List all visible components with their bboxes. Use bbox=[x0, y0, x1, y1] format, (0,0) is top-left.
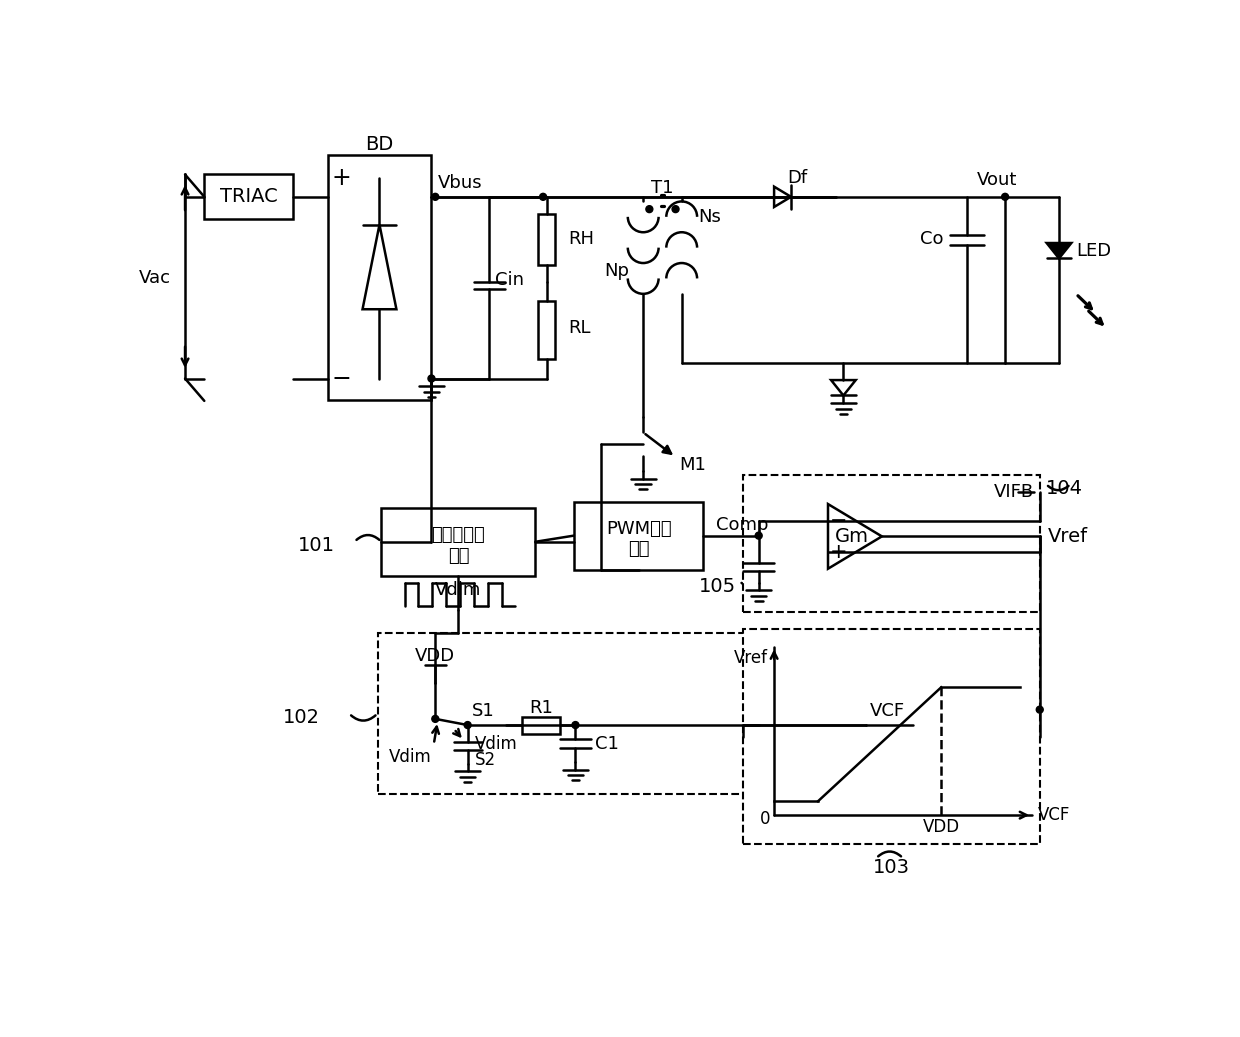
Text: S1: S1 bbox=[471, 702, 495, 720]
Text: RH: RH bbox=[568, 230, 594, 248]
FancyArrowPatch shape bbox=[351, 716, 376, 721]
Text: VDD: VDD bbox=[415, 647, 455, 665]
FancyArrowPatch shape bbox=[878, 851, 901, 857]
Circle shape bbox=[646, 205, 652, 213]
Polygon shape bbox=[1047, 243, 1071, 258]
Circle shape bbox=[672, 205, 680, 213]
Circle shape bbox=[1037, 706, 1043, 713]
Text: LED: LED bbox=[1076, 242, 1111, 259]
Bar bbox=[538, 301, 556, 359]
Bar bbox=[327, 156, 432, 400]
Circle shape bbox=[572, 722, 579, 729]
Text: VCF: VCF bbox=[1038, 806, 1070, 824]
Text: −: − bbox=[830, 511, 847, 531]
Text: VCF: VCF bbox=[870, 702, 905, 720]
Bar bbox=[743, 628, 1040, 844]
Polygon shape bbox=[774, 187, 791, 207]
Text: −: − bbox=[331, 366, 351, 391]
Text: C1: C1 bbox=[595, 735, 619, 753]
Bar bbox=[377, 633, 889, 794]
Text: Ns: Ns bbox=[698, 207, 722, 226]
Text: Co: Co bbox=[920, 230, 944, 248]
Text: Vout: Vout bbox=[977, 171, 1018, 189]
Text: PWM控制: PWM控制 bbox=[606, 520, 671, 538]
Text: Vac: Vac bbox=[139, 270, 171, 287]
FancyArrowPatch shape bbox=[356, 535, 379, 540]
Circle shape bbox=[464, 722, 471, 729]
Text: Vdim: Vdim bbox=[435, 581, 481, 598]
Bar bbox=[382, 508, 536, 576]
Text: 103: 103 bbox=[873, 858, 910, 877]
Text: TRIAC: TRIAC bbox=[219, 188, 278, 206]
Text: M1: M1 bbox=[680, 456, 707, 474]
Text: Vref: Vref bbox=[734, 649, 768, 667]
Bar bbox=[205, 174, 293, 219]
Text: 102: 102 bbox=[283, 708, 320, 727]
Text: BD: BD bbox=[366, 135, 393, 153]
Text: Comp: Comp bbox=[715, 515, 768, 534]
Text: Cin: Cin bbox=[495, 271, 525, 289]
Circle shape bbox=[755, 532, 763, 539]
Polygon shape bbox=[828, 504, 882, 568]
Text: RL: RL bbox=[568, 318, 591, 337]
Text: VDD: VDD bbox=[923, 818, 960, 836]
Text: 105: 105 bbox=[698, 577, 735, 596]
FancyArrowPatch shape bbox=[1048, 486, 1069, 491]
Text: VIFB: VIFB bbox=[993, 483, 1034, 501]
Text: 模块: 模块 bbox=[448, 546, 469, 564]
Text: Gm: Gm bbox=[836, 527, 869, 545]
Text: Vdim: Vdim bbox=[388, 749, 432, 766]
Text: S2: S2 bbox=[475, 751, 496, 768]
Polygon shape bbox=[362, 225, 397, 309]
FancyArrowPatch shape bbox=[742, 583, 756, 586]
Text: 101: 101 bbox=[298, 536, 335, 555]
Text: Vdim: Vdim bbox=[475, 735, 518, 753]
Text: +: + bbox=[830, 541, 848, 562]
Circle shape bbox=[539, 193, 547, 200]
Text: +: + bbox=[331, 166, 351, 191]
Text: 104: 104 bbox=[1045, 479, 1083, 498]
Text: Np: Np bbox=[604, 261, 630, 280]
Polygon shape bbox=[831, 381, 856, 395]
Bar bbox=[574, 502, 703, 569]
Text: 模块: 模块 bbox=[627, 540, 650, 559]
Circle shape bbox=[432, 193, 439, 200]
Bar bbox=[522, 717, 559, 733]
Circle shape bbox=[432, 716, 439, 723]
Text: T1: T1 bbox=[651, 178, 673, 197]
Circle shape bbox=[1002, 193, 1008, 200]
Bar bbox=[743, 475, 1040, 612]
Text: Vref: Vref bbox=[1048, 527, 1087, 545]
Bar bbox=[538, 214, 556, 264]
Text: 导通角检测: 导通角检测 bbox=[432, 526, 485, 543]
Text: 0: 0 bbox=[760, 810, 770, 828]
Text: Df: Df bbox=[787, 169, 807, 187]
Text: R1: R1 bbox=[528, 699, 553, 718]
Text: Vbus: Vbus bbox=[438, 174, 482, 192]
Circle shape bbox=[428, 375, 435, 382]
